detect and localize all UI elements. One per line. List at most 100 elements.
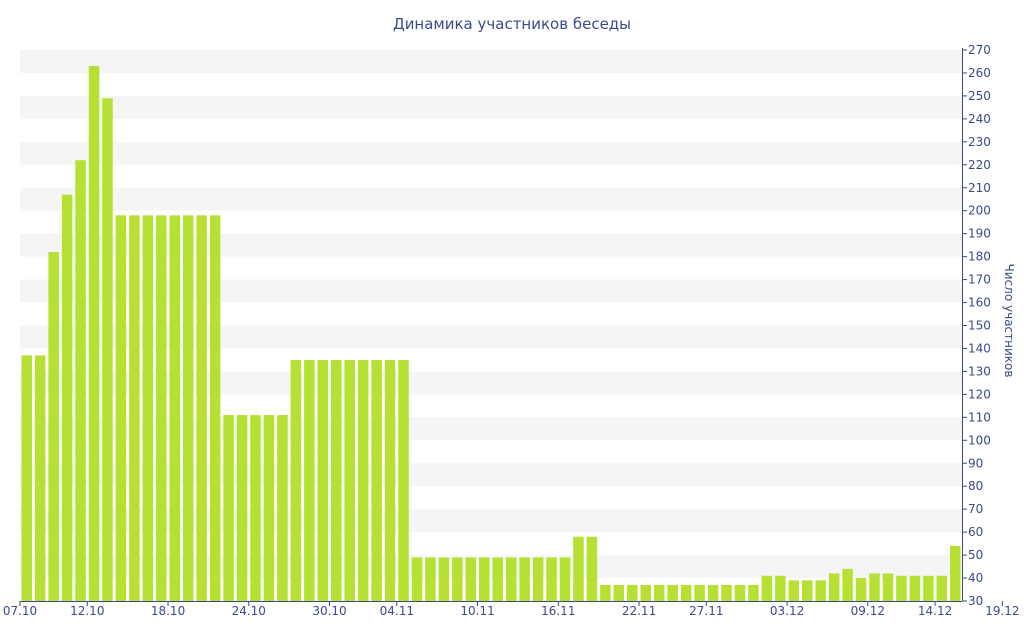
x-tick-label: 27.11 xyxy=(689,604,723,618)
bar xyxy=(788,580,800,601)
y-tick-label: 250 xyxy=(968,89,991,103)
bar xyxy=(801,580,813,601)
bar xyxy=(411,557,423,601)
bar xyxy=(102,98,113,602)
grid-band xyxy=(20,371,962,395)
bar xyxy=(129,215,140,602)
bar xyxy=(950,545,961,601)
bar xyxy=(357,359,369,601)
x-tick-label: 16.11 xyxy=(541,604,575,618)
bar xyxy=(344,359,355,601)
y-axis-ticks: 30 40 50 60 70 80 90 100 110 120 130 140 150 160 170 18… xyxy=(962,43,991,608)
bar xyxy=(896,575,907,601)
y-tick-label: 30 xyxy=(968,594,983,608)
bar xyxy=(438,557,450,601)
bar xyxy=(115,215,127,602)
bar xyxy=(613,584,625,601)
y-tick-label: 110 xyxy=(968,410,991,424)
bar xyxy=(330,359,342,601)
x-axis-ticks: 07.10 12.10 18.10 24.10 30.10 04.11 10.11 16.11… xyxy=(3,601,1020,618)
bar xyxy=(855,578,867,601)
bar xyxy=(465,557,477,601)
x-tick-label: 19.12 xyxy=(985,604,1019,618)
bar xyxy=(156,215,167,602)
bar xyxy=(384,359,396,601)
x-tick-label: 18.10 xyxy=(151,604,185,618)
bar xyxy=(142,215,154,602)
x-tick-label: 04.11 xyxy=(380,604,414,618)
bar xyxy=(600,584,611,601)
x-tick-label: 12.10 xyxy=(70,604,104,618)
bar xyxy=(304,359,315,601)
y-tick-label: 80 xyxy=(968,479,983,493)
bar xyxy=(209,215,221,602)
y-tick-label: 60 xyxy=(968,525,983,539)
bar xyxy=(627,584,638,601)
bar xyxy=(761,575,773,601)
y-tick-label: 120 xyxy=(968,387,991,401)
bar xyxy=(936,575,948,601)
y-tick-label: 220 xyxy=(968,158,991,172)
y-tick-label: 140 xyxy=(968,341,991,355)
bar xyxy=(182,215,194,602)
bar xyxy=(88,66,100,601)
y-tick-label: 70 xyxy=(968,502,983,516)
bar xyxy=(680,584,692,601)
bar xyxy=(425,557,436,601)
bar xyxy=(748,584,759,601)
bar xyxy=(317,359,329,601)
bar xyxy=(169,215,181,602)
bar xyxy=(479,557,490,601)
bar xyxy=(923,575,934,601)
bar xyxy=(815,580,826,601)
bar xyxy=(653,584,665,601)
bar xyxy=(640,584,652,601)
y-tick-label: 100 xyxy=(968,433,991,447)
y-tick-label: 240 xyxy=(968,112,991,126)
bar xyxy=(505,557,517,601)
y-tick-label: 160 xyxy=(968,296,991,310)
y-tick-label: 270 xyxy=(968,43,991,57)
bar xyxy=(263,415,275,601)
y-tick-label: 260 xyxy=(968,66,991,80)
bar xyxy=(559,557,571,601)
bar xyxy=(586,536,598,601)
x-tick-label: 14.12 xyxy=(918,604,952,618)
bar xyxy=(532,557,544,601)
bar xyxy=(828,573,840,601)
bar xyxy=(398,359,409,601)
bar xyxy=(694,584,705,601)
grid-band xyxy=(20,95,962,119)
y-tick-label: 190 xyxy=(968,227,991,241)
bar xyxy=(882,573,894,601)
bar xyxy=(909,575,921,601)
bar xyxy=(775,575,786,601)
bar xyxy=(48,252,59,601)
x-tick-label: 07.10 xyxy=(3,604,37,618)
x-tick-label: 03.12 xyxy=(770,604,804,618)
y-tick-label: 150 xyxy=(968,319,991,333)
bar xyxy=(842,568,853,601)
grid-band xyxy=(20,279,962,303)
bar xyxy=(250,415,261,601)
bar xyxy=(734,584,746,601)
bar xyxy=(573,536,584,601)
y-tick-label: 230 xyxy=(968,135,991,149)
bar xyxy=(519,557,530,601)
y-tick-label: 130 xyxy=(968,364,991,378)
bar xyxy=(492,557,503,601)
x-tick-label: 24.10 xyxy=(232,604,266,618)
x-tick-label: 30.10 xyxy=(312,604,346,618)
y-tick-label: 180 xyxy=(968,250,991,264)
bar xyxy=(869,573,880,601)
x-tick-label: 22.11 xyxy=(622,604,656,618)
y-tick-label: 40 xyxy=(968,571,983,585)
bar xyxy=(75,160,86,601)
y-axis-label: Число участников xyxy=(1002,264,1016,378)
bar xyxy=(196,215,207,602)
bar xyxy=(34,355,46,601)
bar xyxy=(223,415,234,601)
bar xyxy=(236,415,248,601)
